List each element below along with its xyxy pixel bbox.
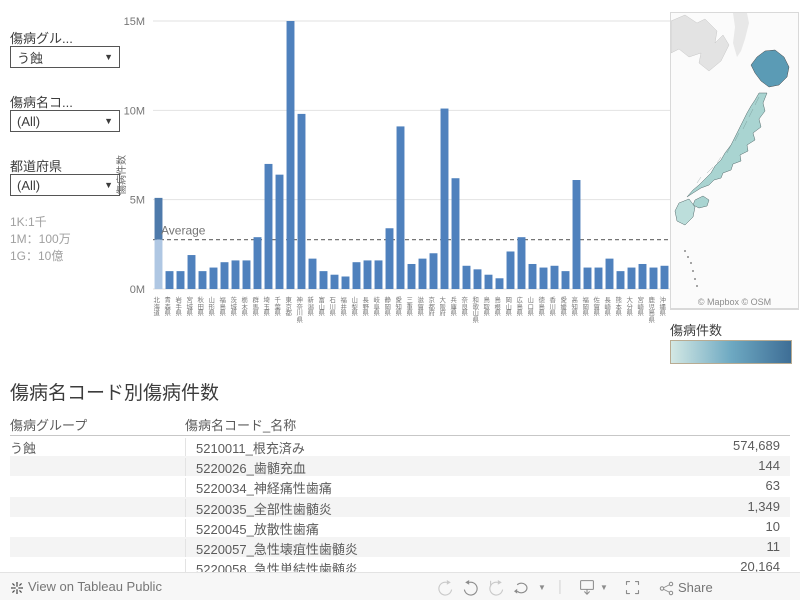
svg-text:0M: 0M <box>130 284 145 296</box>
svg-text:5M: 5M <box>130 195 145 207</box>
svg-text:Average: Average <box>161 224 206 238</box>
svg-text:10M: 10M <box>124 105 145 117</box>
svg-text:15M: 15M <box>124 16 145 28</box>
